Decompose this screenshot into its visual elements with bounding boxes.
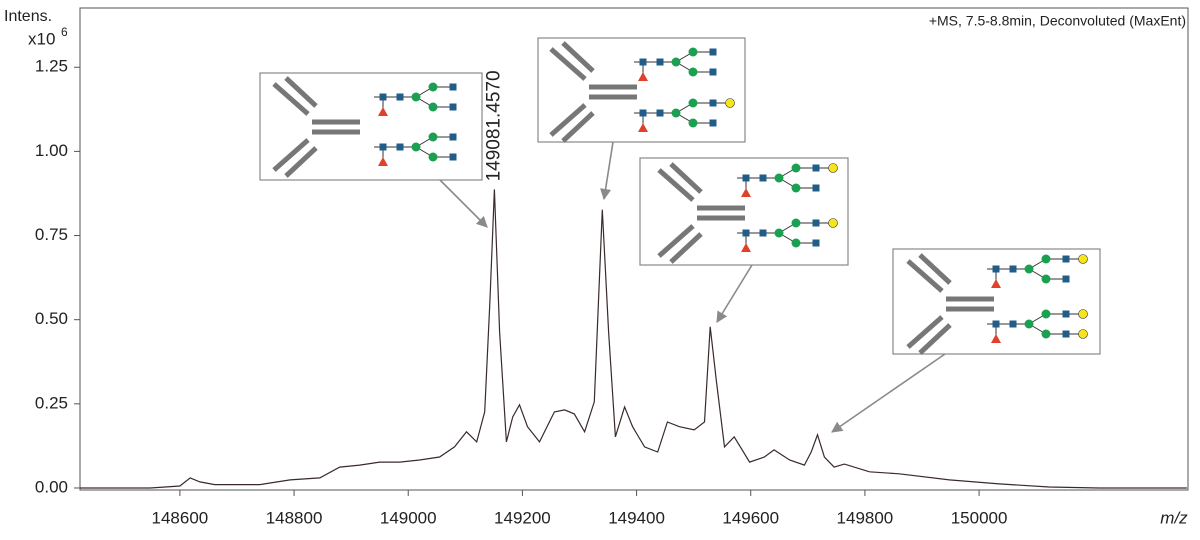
x-tick-label: 149400: [608, 508, 665, 527]
x-tick-label: 149600: [722, 508, 779, 527]
y-label: Intens.: [4, 8, 52, 25]
y-tick-label: 1.25: [35, 57, 68, 76]
y-tick-label: 0.50: [35, 309, 68, 328]
y-tick-label: 0.75: [35, 225, 68, 244]
x-tick-label: 149200: [494, 508, 551, 527]
x-tick-label: 149000: [380, 508, 437, 527]
x-tick-label: 149800: [837, 508, 894, 527]
y-multiplier: x10: [28, 29, 55, 48]
spectrum-line: [80, 189, 1187, 489]
x-label: m/z: [1160, 508, 1188, 527]
y-tick-label: 1.00: [35, 141, 68, 160]
x-tick-label: 148800: [266, 508, 323, 527]
x-tick-label: 150000: [951, 508, 1008, 527]
glycan-insets: [259, 37, 1101, 433]
y-tick-label: 0.00: [35, 477, 68, 496]
plot-frame: [79, 7, 1189, 491]
x-tick-label: 148600: [152, 508, 209, 527]
y-tick-label: 0.25: [35, 393, 68, 412]
subtitle: +MS, 7.5-8.8min, Deconvoluted (MaxEnt): [929, 13, 1186, 29]
peak-label: 149081.4570: [483, 70, 504, 181]
y-multiplier-exponent: 6: [61, 25, 68, 39]
